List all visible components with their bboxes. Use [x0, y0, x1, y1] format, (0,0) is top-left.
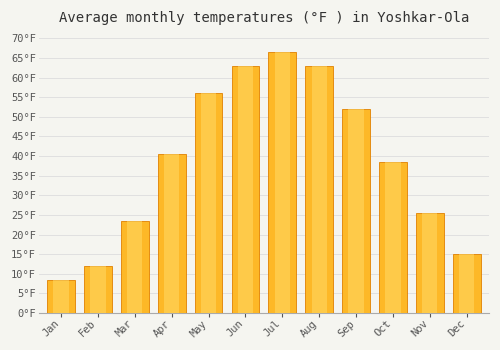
Bar [194, 93, 222, 313]
Bar [386, 162, 400, 313]
Bar [90, 266, 106, 313]
Bar [268, 52, 296, 313]
Bar [238, 66, 253, 313]
Bar [348, 109, 364, 313]
Bar [306, 66, 333, 313]
Bar [459, 254, 474, 313]
Title: Average monthly temperatures (°F ) in Yoshkar-Ola: Average monthly temperatures (°F ) in Yo… [58, 11, 469, 25]
Bar [416, 213, 444, 313]
Bar [158, 154, 186, 313]
Bar [453, 254, 480, 313]
Bar [312, 66, 327, 313]
Bar [379, 162, 407, 313]
Bar [121, 221, 148, 313]
Bar [127, 221, 142, 313]
Bar [274, 52, 290, 313]
Bar [54, 280, 68, 313]
Bar [164, 154, 180, 313]
Bar [422, 213, 438, 313]
Bar [232, 66, 260, 313]
Bar [47, 280, 75, 313]
Bar [342, 109, 370, 313]
Bar [84, 266, 112, 313]
Bar [201, 93, 216, 313]
